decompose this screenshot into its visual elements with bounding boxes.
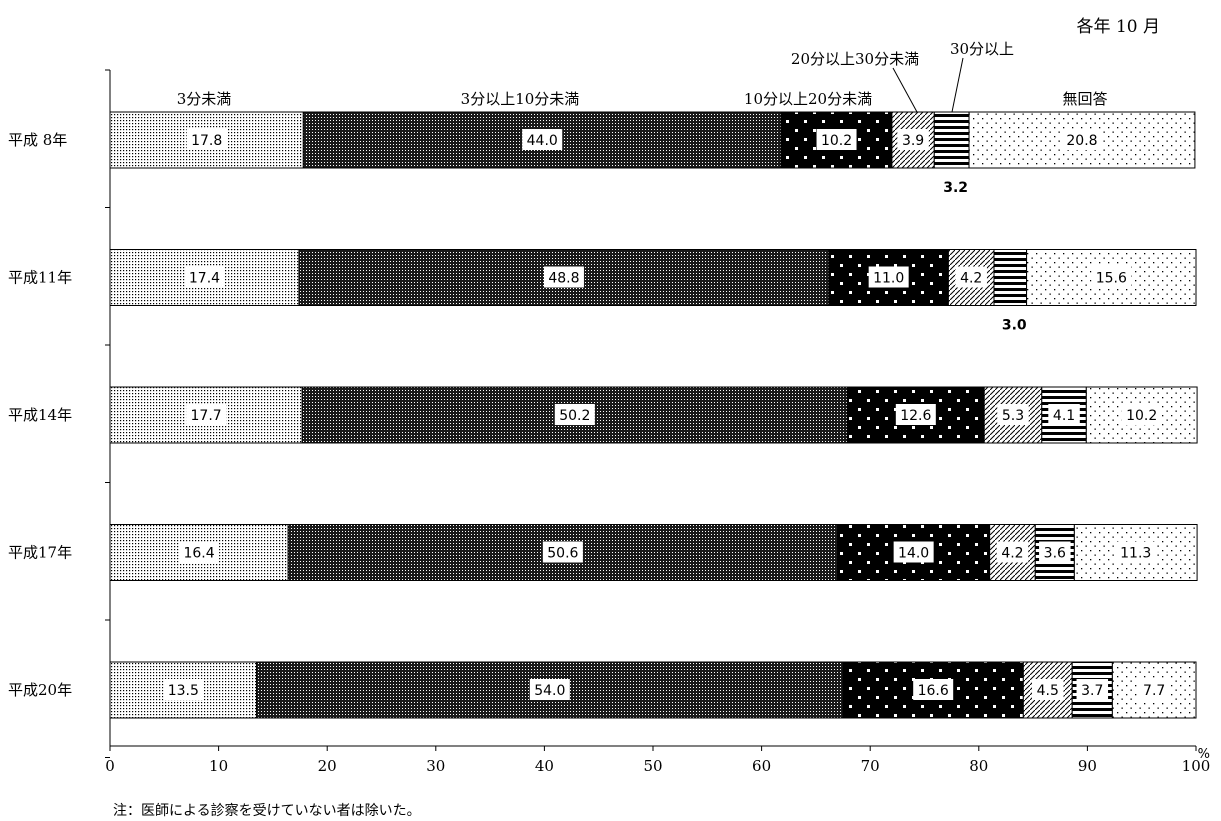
- data-label-bg: [897, 129, 929, 150]
- data-label: 12.6: [900, 408, 931, 424]
- x-axis-unit: %: [1198, 747, 1210, 762]
- x-tick-label: 90: [1078, 757, 1097, 775]
- bar-segment: [933, 111, 970, 169]
- data-label: 4.2: [960, 271, 982, 287]
- data-label: 7.7: [1143, 683, 1165, 699]
- data-label: 4.2: [1001, 546, 1023, 562]
- data-label-bg: [913, 679, 954, 700]
- data-label-bg: [1121, 404, 1162, 425]
- axis-layer: 0 10 20 30 40 50 60 70 80 90 100: [105, 69, 1211, 775]
- series-label-20-30min: 20分以上30分未満: [791, 50, 919, 68]
- data-label-bg: [1076, 679, 1109, 700]
- series-label-no-answer: 無回答: [1062, 90, 1107, 108]
- x-tick-label: 0: [105, 757, 115, 775]
- x-tick-label: 100: [1182, 757, 1211, 775]
- data-label: 11.3: [1120, 546, 1151, 562]
- row-label: 平成14年: [8, 406, 72, 424]
- data-label-bg: [179, 541, 220, 563]
- period-label: 各年 10 月: [1077, 17, 1160, 37]
- x-tick-label: 80: [969, 757, 988, 775]
- data-label-bg: [522, 129, 563, 150]
- series-label-10-20min: 10分以上20分未満: [744, 90, 872, 108]
- data-label-bg: [184, 266, 225, 288]
- data-label: 50.6: [547, 546, 578, 562]
- leader-line-over-30min: [951, 57, 964, 113]
- data-label: 11.0: [873, 271, 904, 287]
- data-label-bg: [186, 404, 227, 425]
- data-label: 48.8: [548, 271, 579, 287]
- data-label-bg: [163, 679, 204, 700]
- labels-layer: 平成 8年 17.8 44.0 10.2 3.9 3.2 20.8 平成11年 17.4 48.8…: [8, 129, 1170, 700]
- series-label-under-3min: 3分未満: [177, 90, 232, 108]
- x-tick-label: 30: [426, 757, 445, 775]
- data-label-bg: [1039, 541, 1071, 563]
- footnote: 注：医師による診察を受けていない者は除いた。: [113, 802, 421, 819]
- data-label: 44.0: [527, 133, 558, 149]
- data-label: 54.0: [534, 683, 565, 699]
- data-label: 16.6: [918, 683, 949, 699]
- data-label: 17.7: [191, 408, 222, 424]
- leader-line-20-30min: [892, 67, 918, 113]
- data-label: 10.2: [821, 133, 852, 149]
- data-label-bg: [868, 266, 909, 288]
- data-label-bg: [542, 541, 583, 563]
- data-label-bg: [186, 129, 227, 150]
- data-label-bg: [893, 541, 934, 563]
- row-label: 平成20年: [8, 681, 72, 699]
- data-label: 3.6: [1044, 546, 1066, 562]
- data-label-bg: [1138, 679, 1170, 700]
- data-label: 17.4: [189, 271, 220, 287]
- data-label: 3.0: [1002, 318, 1027, 334]
- x-tick-label: 60: [752, 757, 771, 775]
- data-label: 10.2: [1126, 408, 1157, 424]
- data-label: 15.6: [1096, 271, 1127, 287]
- series-label-3-10min: 3分以上10分未満: [461, 90, 580, 108]
- row-label: 平成11年: [8, 269, 72, 287]
- bar-segment: [993, 249, 1028, 306]
- data-label: 3.2: [943, 180, 968, 196]
- data-label-bg: [816, 129, 857, 150]
- data-label-bg: [554, 404, 595, 425]
- x-tick-label: 10: [209, 757, 228, 775]
- data-label: 13.5: [168, 683, 199, 699]
- data-label: 20.8: [1066, 133, 1097, 149]
- data-label: 17.8: [191, 133, 222, 149]
- data-label: 4.1: [1053, 408, 1075, 424]
- data-label: 5.3: [1002, 408, 1024, 424]
- data-label: 50.2: [559, 408, 590, 424]
- data-label-bg: [1115, 541, 1156, 563]
- series-label-over-30min: 30分以上: [950, 40, 1014, 58]
- data-label: 3.9: [902, 133, 924, 149]
- x-tick-label: 40: [535, 757, 554, 775]
- data-label-bg: [1048, 404, 1080, 425]
- data-label: 14.0: [898, 546, 929, 562]
- x-tick-label: 70: [861, 757, 880, 775]
- row-label: 平成 8年: [8, 131, 67, 149]
- data-label-bg: [1061, 129, 1102, 150]
- data-label-bg: [997, 404, 1029, 425]
- bars-layer: [109, 111, 1198, 719]
- data-label: 4.5: [1037, 683, 1059, 699]
- data-label-bg: [955, 266, 987, 288]
- data-label: 16.4: [183, 546, 214, 562]
- data-label-bg: [529, 679, 570, 700]
- data-label: 3.7: [1081, 683, 1103, 699]
- data-label-bg: [996, 541, 1029, 563]
- x-tick-label: 20: [318, 757, 337, 775]
- data-label-bg: [1032, 679, 1064, 700]
- data-label-bg: [543, 266, 584, 288]
- data-label-bg: [1091, 266, 1132, 288]
- row-label: 平成17年: [8, 544, 72, 562]
- data-label-bg: [895, 404, 936, 425]
- x-tick-label: 50: [643, 757, 662, 775]
